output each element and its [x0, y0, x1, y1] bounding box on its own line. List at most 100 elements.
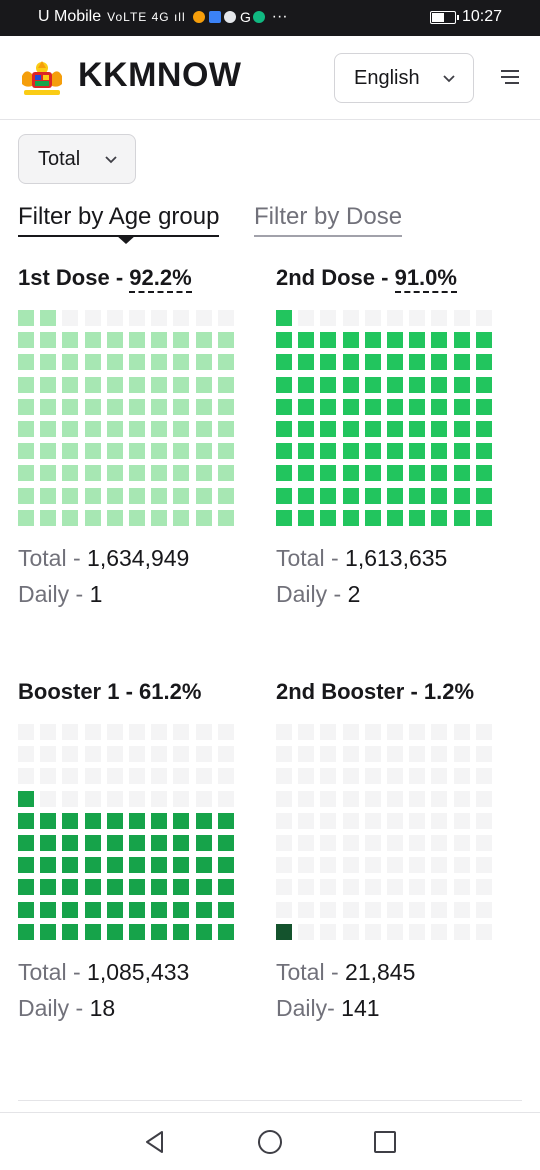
waffle-cell-filled	[173, 835, 190, 851]
waffle-cell-filled	[217, 509, 234, 526]
total-label: Total -	[276, 959, 346, 985]
waffle-cell-filled	[106, 398, 123, 415]
waffle-cell-filled	[40, 901, 57, 918]
card-title: 2nd Dose - 91.0%	[276, 265, 516, 295]
waffle-cell-filled	[298, 332, 315, 349]
waffle-cell-filled	[106, 421, 123, 437]
waffle-cell-filled	[364, 376, 381, 393]
brand-title[interactable]: KKMNOW	[78, 56, 242, 94]
waffle-cell-empty	[18, 724, 34, 740]
waffle-cell-empty	[387, 724, 403, 740]
waffle-cell-filled	[18, 421, 34, 437]
waffle-cell-filled	[18, 398, 34, 415]
waffle-cell-filled	[173, 901, 190, 918]
waffle-cell-empty	[342, 901, 359, 918]
waffle-cell-filled	[129, 354, 145, 371]
back-triangle-icon[interactable]	[142, 1129, 168, 1155]
waffle-cell-filled	[173, 354, 190, 371]
waffle-cell-empty	[409, 901, 426, 918]
waffle-cell-empty	[431, 923, 448, 940]
total-stat: Total - 1,634,949	[18, 545, 189, 572]
waffle-cell-filled	[387, 354, 403, 371]
waffle-cell-filled	[18, 332, 34, 349]
waffle-cell-filled	[217, 465, 234, 482]
daily-label: Daily -	[18, 995, 90, 1021]
waffle-cell-filled	[387, 487, 403, 504]
waffle-cell-filled	[217, 901, 234, 918]
waffle-cell-filled	[453, 421, 470, 437]
waffle-cell-filled	[106, 487, 123, 504]
malaysia-coat-of-arms-icon[interactable]	[18, 58, 66, 98]
waffle-cell-empty	[431, 768, 448, 785]
total-select-value: Total	[38, 147, 81, 170]
waffle-cell-empty	[475, 901, 492, 918]
card-percent[interactable]: 91.0%	[394, 265, 457, 293]
waffle-cell-filled	[431, 376, 448, 393]
waffle-cell-filled	[364, 398, 381, 415]
waffle-cell-filled	[342, 421, 359, 437]
recents-square-icon[interactable]	[372, 1129, 398, 1155]
waffle-cell-filled	[129, 879, 145, 896]
carrier-name: U Mobile	[38, 8, 102, 25]
waffle-cell-empty	[18, 746, 34, 763]
waffle-cell-empty	[387, 879, 403, 896]
waffle-cell-empty	[409, 310, 426, 326]
waffle-cell-empty	[62, 746, 79, 763]
waffle-cell-filled	[84, 354, 101, 371]
language-select[interactable]: English	[334, 53, 474, 103]
app-header: KKMNOW English	[0, 36, 540, 120]
waffle-cell-empty	[84, 310, 101, 326]
waffle-cell-filled	[276, 443, 292, 460]
waffle-cell-empty	[276, 879, 292, 896]
waffle-cell-empty	[409, 923, 426, 940]
waffle-cell-empty	[387, 923, 403, 940]
more-notifications-icon: ···	[271, 8, 288, 25]
waffle-cell-empty	[387, 812, 403, 829]
waffle-cell-filled	[409, 509, 426, 526]
waffle-cell-empty	[342, 724, 359, 740]
waffle-cell-filled	[217, 812, 234, 829]
waffle-cell-empty	[40, 746, 57, 763]
tab-filter-by-age-group[interactable]: Filter by Age group	[18, 203, 220, 237]
waffle-cell-empty	[387, 790, 403, 807]
waffle-cell-filled	[106, 376, 123, 393]
total-value: 1,085,433	[87, 959, 190, 985]
tab-filter-by-dose[interactable]: Filter by Dose	[254, 203, 403, 237]
waffle-cell-filled	[18, 901, 34, 918]
waffle-cell-empty	[387, 746, 403, 763]
waffle-cell-filled	[173, 812, 190, 829]
waffle-cell-filled	[129, 332, 145, 349]
home-circle-icon[interactable]	[257, 1129, 283, 1155]
total-label: Total -	[18, 545, 88, 571]
waffle-cell-empty	[387, 835, 403, 851]
waffle-cell-empty	[364, 310, 381, 326]
waffle-cell-empty	[409, 746, 426, 763]
waffle-cell-filled	[106, 465, 123, 482]
waffle-cell-filled	[195, 487, 212, 504]
waffle-cell-empty	[475, 857, 492, 874]
waffle-cell-empty	[151, 310, 168, 326]
card-percent[interactable]: 92.2%	[129, 265, 192, 293]
waffle-cell-filled	[129, 901, 145, 918]
waffle-cell-filled	[195, 332, 212, 349]
waffle-cell-filled	[106, 443, 123, 460]
waffle-cell-filled	[62, 879, 79, 896]
waffle-cell-filled	[276, 398, 292, 415]
hamburger-menu-icon[interactable]	[498, 68, 522, 88]
divider	[18, 1100, 522, 1101]
waffle-cell-empty	[431, 812, 448, 829]
card-title-label: 2nd Dose -	[276, 265, 395, 290]
daily-stat: Daily- 141	[276, 995, 380, 1022]
daily-stat: Daily - 1	[18, 581, 102, 608]
waffle-cell-empty	[217, 790, 234, 807]
waffle-cell-empty	[62, 790, 79, 807]
waffle-cell-filled	[195, 901, 212, 918]
waffle-cell-empty	[129, 724, 145, 740]
waffle-cell-filled	[151, 812, 168, 829]
waffle-cell-filled	[40, 465, 57, 482]
total-select[interactable]: Total	[18, 134, 136, 184]
clock: 10:27	[461, 8, 502, 25]
waffle-cell-filled	[84, 923, 101, 940]
waffle-cell-filled	[453, 332, 470, 349]
total-label: Total -	[276, 545, 346, 571]
